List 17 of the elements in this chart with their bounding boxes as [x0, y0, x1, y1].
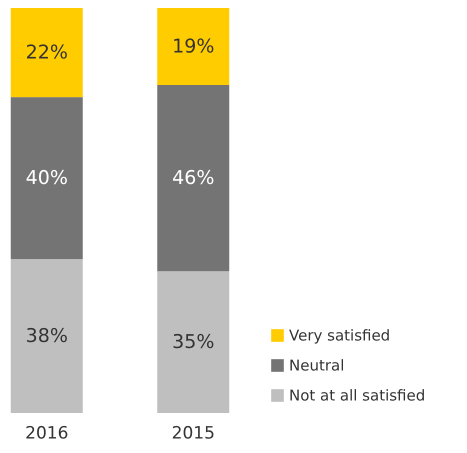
legend-label: Neutral — [289, 356, 344, 374]
legend-label: Very satisfied — [289, 326, 390, 344]
bar — [157, 84, 230, 272]
x-tick-label: 2015 — [172, 424, 215, 444]
bar — [10, 259, 83, 413]
legend-label: Not at all satisfied — [289, 386, 426, 404]
data-label: 38% — [26, 325, 68, 348]
bar — [157, 8, 230, 85]
bar — [157, 271, 230, 413]
data-label: 40% — [26, 167, 68, 190]
data-label: 19% — [172, 35, 214, 58]
bar — [10, 97, 83, 260]
data-label: 35% — [172, 331, 214, 354]
x-tick-label: 2016 — [25, 424, 68, 444]
bar — [10, 8, 83, 98]
data-label: 46% — [172, 167, 214, 190]
data-label: 22% — [26, 42, 68, 64]
